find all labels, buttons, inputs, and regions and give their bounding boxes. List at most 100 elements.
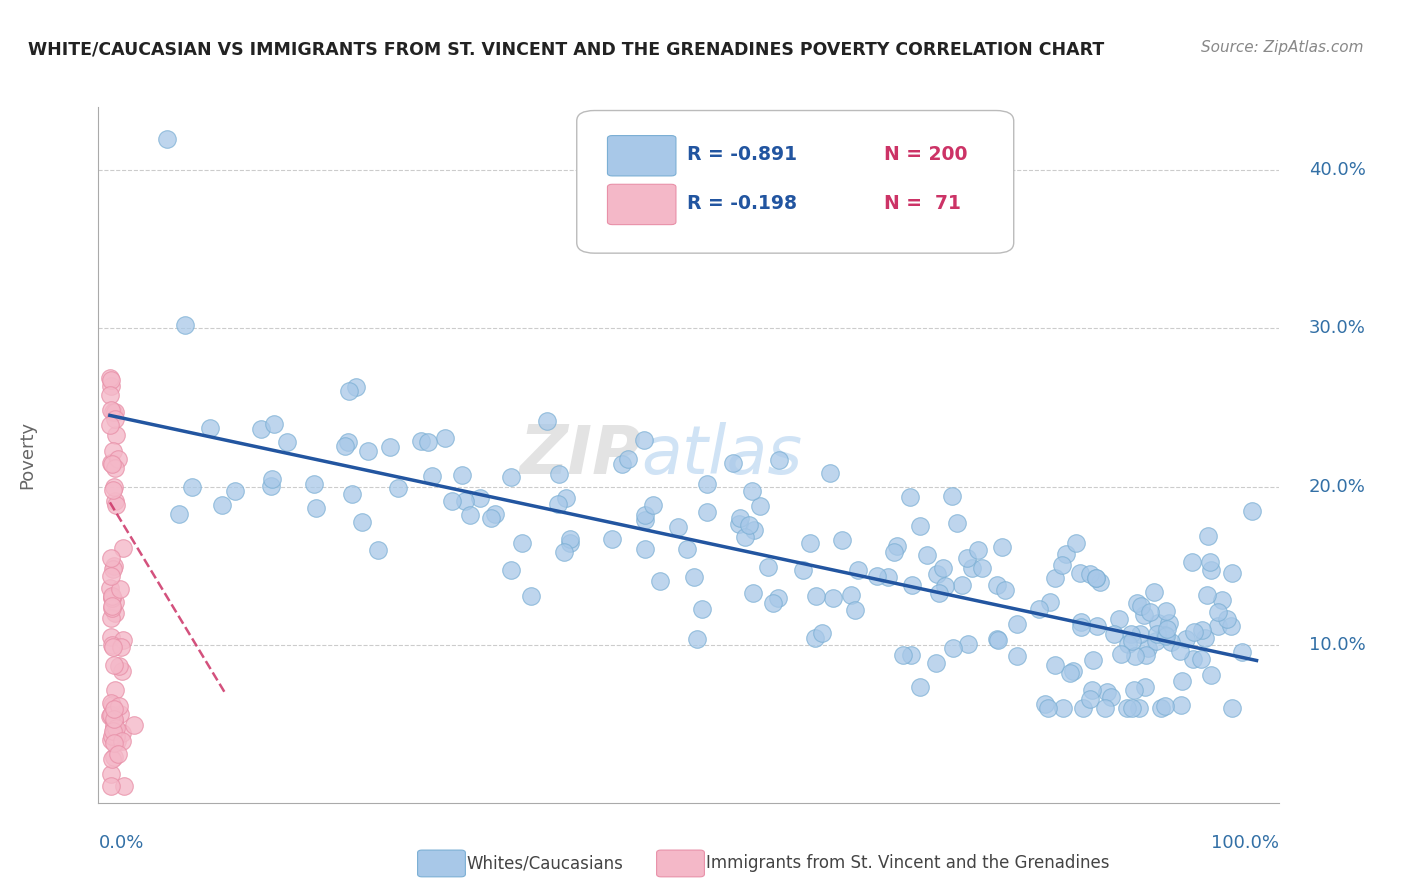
Text: WHITE/CAUCASIAN VS IMMIGRANTS FROM ST. VINCENT AND THE GRENADINES POVERTY CORREL: WHITE/CAUCASIAN VS IMMIGRANTS FROM ST. V…	[28, 40, 1104, 58]
Point	[100, 752, 122, 766]
Point	[108, 582, 131, 596]
Point	[1129, 599, 1152, 613]
Point	[846, 563, 869, 577]
Point	[100, 373, 122, 387]
Point	[648, 574, 671, 589]
Point	[1043, 657, 1066, 672]
Point	[1108, 612, 1130, 626]
Point	[103, 606, 125, 620]
Point	[103, 719, 125, 733]
Point	[1039, 595, 1062, 609]
Point	[104, 412, 127, 426]
Point	[1156, 605, 1178, 619]
Point	[792, 563, 814, 577]
Point	[107, 747, 129, 761]
Point	[742, 523, 765, 537]
Point	[932, 561, 955, 575]
Point	[956, 637, 979, 651]
Point	[1005, 617, 1028, 632]
Point	[991, 540, 1014, 554]
Point	[100, 456, 122, 470]
Point	[1154, 628, 1177, 642]
Point	[460, 508, 482, 523]
Point	[263, 417, 285, 431]
Point	[1052, 558, 1074, 573]
Point	[100, 590, 122, 604]
Point	[169, 507, 191, 521]
Point	[1070, 620, 1092, 634]
Point	[558, 532, 581, 546]
Point	[617, 451, 640, 466]
Point	[1094, 701, 1116, 715]
Point	[908, 680, 931, 694]
Point	[600, 532, 623, 546]
Point	[100, 779, 122, 793]
Point	[156, 131, 179, 145]
Point	[450, 468, 472, 483]
Text: N =  71: N = 71	[884, 194, 960, 212]
Point	[110, 640, 132, 655]
Point	[1199, 667, 1222, 681]
Point	[1078, 566, 1101, 581]
Point	[1033, 697, 1056, 711]
Point	[111, 726, 134, 740]
Point	[738, 517, 761, 532]
Point	[479, 510, 502, 524]
Point	[1085, 571, 1108, 585]
Point	[756, 560, 779, 574]
Point	[1195, 588, 1218, 602]
Point	[728, 511, 751, 525]
Point	[955, 550, 977, 565]
Point	[357, 443, 380, 458]
Point	[804, 632, 827, 646]
Point	[304, 500, 326, 515]
Point	[100, 611, 122, 625]
Point	[1052, 701, 1074, 715]
Point	[844, 603, 866, 617]
Text: 100.0%: 100.0%	[1212, 834, 1279, 852]
Point	[1028, 602, 1050, 616]
Text: Whites/Caucasians: Whites/Caucasians	[467, 855, 624, 872]
Point	[553, 545, 575, 559]
Text: Poverty: Poverty	[18, 421, 37, 489]
Point	[1181, 651, 1204, 665]
Point	[901, 578, 924, 592]
Point	[100, 417, 122, 432]
Point	[734, 530, 756, 544]
Point	[111, 633, 134, 648]
Point	[748, 500, 770, 514]
Point	[112, 541, 135, 556]
Point	[337, 384, 360, 399]
Point	[1181, 556, 1204, 570]
Point	[915, 548, 938, 562]
Point	[934, 579, 956, 593]
Point	[1116, 637, 1139, 651]
Point	[103, 404, 125, 418]
Point	[104, 682, 127, 697]
Point	[742, 586, 765, 600]
Point	[1085, 619, 1108, 633]
Point	[723, 456, 745, 470]
Point	[108, 699, 131, 714]
Point	[100, 733, 122, 747]
Point	[1144, 633, 1167, 648]
Point	[536, 414, 558, 428]
Point	[1189, 652, 1212, 666]
Point	[112, 780, 135, 794]
Point	[820, 466, 842, 480]
Point	[103, 712, 125, 726]
Point	[100, 766, 122, 780]
Point	[804, 589, 827, 603]
Point	[633, 434, 655, 448]
Point	[1038, 701, 1060, 715]
FancyBboxPatch shape	[607, 185, 676, 225]
Point	[547, 497, 569, 511]
Point	[1220, 566, 1243, 580]
Point	[260, 472, 283, 486]
Point	[900, 648, 922, 663]
Text: 10.0%: 10.0%	[1309, 636, 1365, 654]
Point	[1211, 593, 1233, 607]
Point	[768, 452, 790, 467]
Text: atlas: atlas	[641, 422, 803, 488]
Point	[696, 476, 718, 491]
